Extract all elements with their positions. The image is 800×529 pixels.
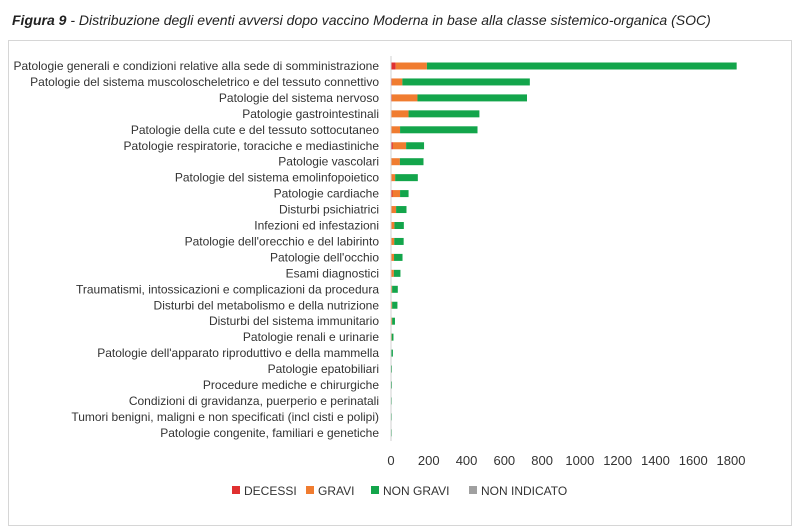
bar-segment	[391, 253, 395, 261]
bar-segment	[391, 174, 396, 182]
bar-segment	[400, 190, 409, 198]
category-label: Traumatismi, intossicazioni e complicazi…	[76, 282, 379, 296]
bar-segment	[395, 174, 418, 182]
category-label: Patologie dell'orecchio e del labirinto	[185, 234, 380, 248]
bar-segment	[391, 190, 393, 198]
bar-segment	[392, 301, 398, 309]
x-tick-label: 400	[456, 453, 478, 468]
category-label: Patologie cardiache	[274, 187, 380, 201]
figure-label: Figura 9	[12, 12, 67, 28]
bar-segment	[394, 222, 404, 229]
x-tick-label: 200	[418, 453, 440, 468]
category-label: Patologie gastrointestinali	[242, 107, 379, 121]
bar-segment	[417, 94, 527, 102]
category-label: Patologie generali e condizioni relative…	[13, 59, 379, 73]
bar-segment	[402, 78, 530, 86]
category-label: Patologie renali e urinarie	[243, 330, 379, 344]
category-label: Patologie epatobiliari	[268, 362, 379, 376]
category-label: Disturbi del metabolismo e della nutrizi…	[154, 298, 380, 312]
bar-segment	[391, 285, 393, 293]
legend-swatch	[469, 486, 477, 494]
bar-segment	[399, 158, 424, 166]
bar-segment	[396, 206, 407, 214]
category-label: Patologie dell'apparato riproduttivo e d…	[97, 346, 379, 360]
legend-label: NON GRAVI	[383, 484, 449, 498]
bar-segment	[391, 269, 394, 277]
bar-segment	[391, 78, 403, 86]
category-label: Patologie vascolari	[278, 155, 379, 169]
category-label: Condizioni di gravidanza, puerperio e pe…	[129, 394, 379, 408]
bar-segment	[391, 206, 397, 214]
bar-segment	[392, 317, 395, 325]
bar-segment	[391, 110, 409, 118]
legend-swatch	[232, 486, 240, 494]
bar-segment	[392, 285, 398, 293]
bar-segment	[406, 142, 425, 150]
category-label: Patologie congenite, familiari e genetic…	[160, 426, 379, 440]
bar-segment	[408, 110, 480, 118]
bar-segment	[391, 333, 394, 341]
bar-segment	[395, 62, 427, 70]
legend-swatch	[371, 486, 379, 494]
bar-segment	[391, 301, 393, 309]
chart-frame	[8, 40, 792, 526]
bar-segment	[426, 62, 737, 70]
legend-swatch	[306, 486, 314, 494]
category-label: Infezioni ed infestazioni	[254, 219, 379, 233]
category-label: Tumori benigni, maligni e non specificat…	[71, 410, 379, 424]
x-tick-label: 800	[531, 453, 553, 468]
x-tick-label: 1800	[717, 453, 746, 468]
category-label: Esami diagnostici	[286, 266, 379, 280]
category-label: Patologie del sistema nervoso	[219, 91, 379, 105]
bar-segment	[391, 158, 400, 166]
figure-caption: Figura 9 - Distribuzione degli eventi av…	[12, 12, 711, 28]
bar-segment	[391, 142, 393, 150]
bar-segment	[400, 126, 478, 134]
category-label: Patologie respiratorie, toraciche e medi…	[124, 139, 380, 153]
category-label: Disturbi del sistema immunitario	[209, 314, 379, 328]
category-label: Patologie del sistema muscoloscheletrico…	[30, 75, 379, 89]
bar-segment	[391, 237, 395, 245]
x-tick-label: 1400	[641, 453, 670, 468]
x-tick-label: 0	[387, 453, 394, 468]
x-tick-label: 1000	[565, 453, 594, 468]
bar-segment	[392, 142, 407, 150]
category-label: Patologie dell'occhio	[270, 250, 379, 264]
legend-label: GRAVI	[318, 484, 354, 498]
bar-segment	[391, 381, 392, 389]
bar-segment	[394, 237, 404, 245]
bar-segment	[391, 62, 396, 70]
category-label: Patologie della cute e del tessuto sotto…	[131, 123, 380, 137]
x-tick-label: 1200	[603, 453, 632, 468]
bar-segment	[394, 253, 403, 261]
x-tick-label: 1600	[679, 453, 708, 468]
x-tick-label: 600	[493, 453, 515, 468]
bar-segment	[391, 94, 418, 102]
figure-caption-text: - Distribuzione degli eventi avversi dop…	[66, 12, 711, 28]
category-label: Procedure mediche e chirurgiche	[203, 378, 379, 392]
legend-label: DECESSI	[244, 484, 297, 498]
bar-segment	[391, 333, 392, 341]
bar-segment	[393, 269, 401, 277]
bar-segment	[391, 365, 392, 373]
bar-segment	[391, 222, 395, 229]
bar-segment	[391, 349, 393, 357]
bar-segment	[391, 126, 401, 134]
bar-segment	[391, 317, 393, 325]
bar-segment	[392, 190, 401, 198]
category-label: Disturbi psichiatrici	[279, 203, 379, 217]
category-label: Patologie del sistema emolinfopoietico	[175, 171, 379, 185]
legend-label: NON INDICATO	[481, 484, 567, 498]
